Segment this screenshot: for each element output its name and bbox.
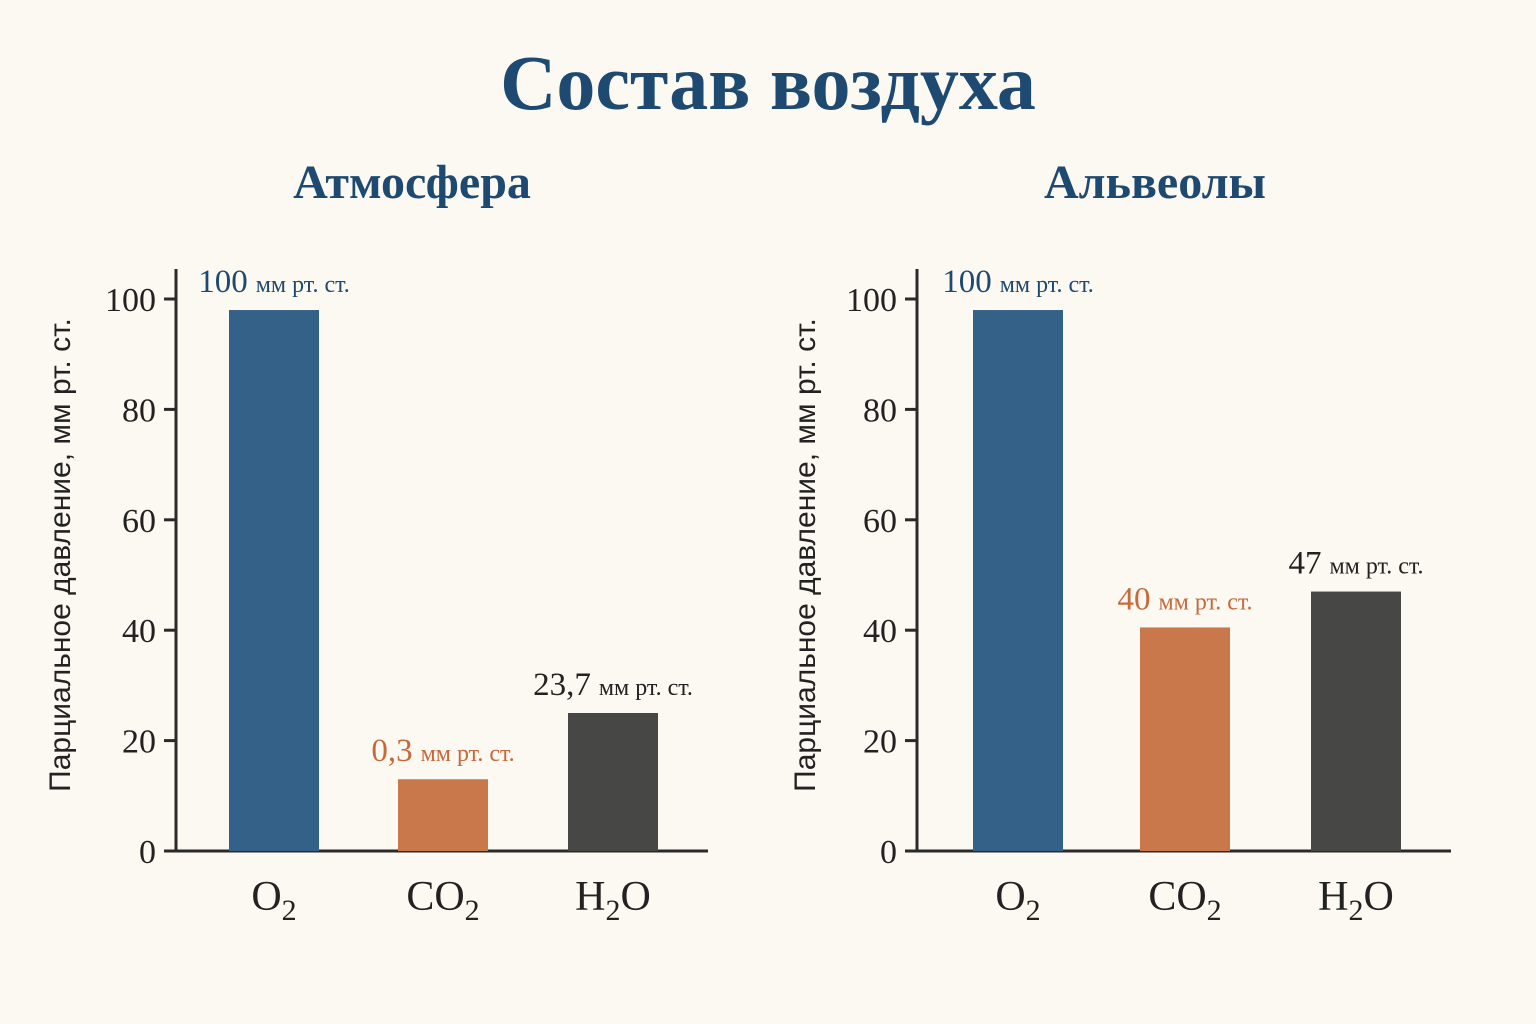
bar-2 [1140, 627, 1230, 851]
category-base: CO [1148, 874, 1206, 920]
category-subscript: 2 [606, 894, 621, 927]
category-post: O [1364, 874, 1394, 920]
y-axis-label: Парциальное давление, мм рт. ст. [44, 318, 77, 792]
y-tick-label: 0 [139, 834, 156, 871]
x-category-label: H2O [575, 874, 651, 927]
data-label: 100 мм рт. ст. [198, 264, 350, 300]
data-label: 40 мм рт. ст. [1117, 581, 1252, 617]
data-label: 0,3 мм рт. ст. [371, 733, 514, 769]
x-category-label: O2 [995, 874, 1040, 927]
y-tick-label: 0 [880, 834, 897, 871]
data-label-unit: мм рт. ст. [256, 272, 350, 298]
category-base: H [1318, 874, 1348, 920]
category-base: O [251, 874, 281, 920]
y-tick-label: 100 [105, 282, 156, 319]
x-category-label: CO2 [1148, 874, 1221, 927]
category-subscript: 2 [1207, 894, 1222, 927]
category-post: O [621, 874, 651, 920]
x-category-label: CO2 [406, 874, 479, 927]
bar-3 [1311, 591, 1401, 851]
chart-title: Альвеолы [1044, 156, 1266, 209]
category-base: H [575, 874, 605, 920]
data-label-value: 23,7 [533, 667, 591, 703]
data-label-value: 100 [942, 264, 992, 300]
y-tick-label: 80 [122, 392, 156, 429]
data-label-value: 0,3 [371, 733, 412, 769]
data-label-value: 40 [1117, 581, 1150, 617]
data-label-unit: мм рт. ст. [1158, 589, 1252, 615]
x-category-label: H2O [1318, 874, 1394, 927]
y-tick-label: 40 [122, 613, 156, 650]
data-label-unit: мм рт. ст. [421, 741, 515, 767]
category-subscript: 2 [1349, 894, 1364, 927]
y-tick-label: 40 [863, 613, 897, 650]
data-label: 23,7 мм рт. ст. [533, 667, 693, 703]
bar-3 [568, 713, 658, 851]
category-base: O [995, 874, 1025, 920]
bar-1 [229, 310, 319, 851]
y-tick-label: 20 [122, 724, 156, 761]
chart-panel-2: Альвеолы Парциальное давление, мм рт. ст.… [789, 156, 1451, 927]
data-label: 47 мм рт. ст. [1288, 546, 1423, 582]
x-category-label: O2 [251, 874, 296, 927]
data-label: 100 мм рт. ст. [942, 264, 1094, 300]
category-subscript: 2 [282, 894, 297, 927]
data-label-unit: мм рт. ст. [1329, 554, 1423, 580]
data-label-value: 100 [198, 264, 248, 300]
data-label-value: 47 [1288, 546, 1321, 582]
bar-1 [973, 310, 1063, 851]
y-tick-label: 60 [863, 503, 897, 540]
category-subscript: 2 [1026, 894, 1041, 927]
y-tick-label: 60 [122, 503, 156, 540]
category-subscript: 2 [465, 894, 480, 927]
page-title: Состав воздуха [500, 39, 1036, 126]
chart-title: Атмосфера [293, 156, 531, 209]
data-label-unit: мм рт. ст. [599, 675, 693, 701]
bar-2 [398, 779, 488, 851]
y-axis-label: Парциальное давление, мм рт. ст. [789, 318, 822, 792]
y-tick-label: 80 [863, 392, 897, 429]
data-label-unit: мм рт. ст. [1000, 272, 1094, 298]
chart-panel-1: Атмосфера Парциальное давление, мм рт. ст… [44, 156, 708, 927]
category-base: CO [406, 874, 464, 920]
y-tick-label: 20 [863, 724, 897, 761]
y-tick-label: 100 [846, 282, 897, 319]
